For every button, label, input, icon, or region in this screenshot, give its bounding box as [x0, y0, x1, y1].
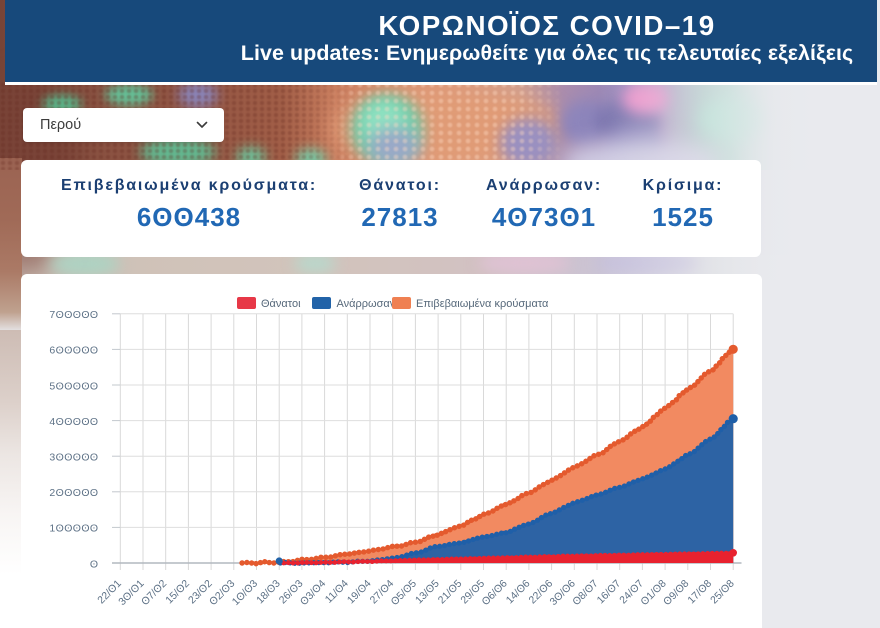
- svg-text:4ʘʘʘʘʘ: 4ʘʘʘʘʘ: [49, 416, 98, 428]
- svg-text:13/ʘ5: 13/ʘ5: [413, 578, 442, 607]
- svg-text:ʘ8/ʘ7: ʘ8/ʘ7: [570, 578, 600, 608]
- svg-text:5ʘʘʘʘʘ: 5ʘʘʘʘʘ: [49, 380, 98, 392]
- svg-text:21/ʘ5: 21/ʘ5: [436, 578, 465, 607]
- svg-text:11/ʘ4: 11/ʘ4: [323, 578, 351, 606]
- svg-text:ʘ: ʘ: [90, 558, 99, 570]
- svg-text:1ʘ/ʘ3: 1ʘ/ʘ3: [230, 578, 260, 608]
- svg-text:25/ʘ8: 25/ʘ8: [708, 578, 737, 607]
- svg-text:18/ʘ3: 18/ʘ3: [254, 578, 283, 607]
- svg-text:ʘ9/ʘ8: ʘ9/ʘ8: [661, 578, 691, 608]
- svg-text:ʘ5/ʘ5: ʘ5/ʘ5: [389, 578, 419, 608]
- svg-text:2ʘʘʘʘʘ: 2ʘʘʘʘʘ: [49, 487, 98, 499]
- svg-text:3ʘʘʘʘʘ: 3ʘʘʘʘʘ: [49, 452, 98, 464]
- svg-text:Θάνατοι: Θάνατοι: [261, 298, 301, 310]
- svg-text:ʘ3/ʘ4: ʘ3/ʘ4: [298, 578, 328, 608]
- svg-text:1ʘʘʘʘʘ: 1ʘʘʘʘʘ: [49, 523, 98, 535]
- svg-text:14/ʘ6: 14/ʘ6: [504, 578, 533, 607]
- svg-text:17/ʘ8: 17/ʘ8: [685, 578, 714, 607]
- svg-text:15/ʘ2: 15/ʘ2: [163, 578, 192, 607]
- svg-text:ʘ7/ʘ2: ʘ7/ʘ2: [139, 578, 169, 608]
- svg-text:Επιβεβαιωμένα κρούσματα: Επιβεβαιωμένα κρούσματα: [416, 298, 549, 310]
- svg-text:Ανάρρωσαν: Ανάρρωσαν: [337, 298, 396, 310]
- svg-text:19/ʘ4: 19/ʘ4: [345, 578, 374, 607]
- svg-text:6ʘʘʘʘʘ: 6ʘʘʘʘʘ: [49, 345, 98, 357]
- svg-text:7ʘʘʘʘʘ: 7ʘʘʘʘʘ: [49, 309, 98, 321]
- svg-text:ʘ6/ʘ6: ʘ6/ʘ6: [479, 578, 509, 608]
- svg-text:16/ʘ7: 16/ʘ7: [595, 578, 624, 607]
